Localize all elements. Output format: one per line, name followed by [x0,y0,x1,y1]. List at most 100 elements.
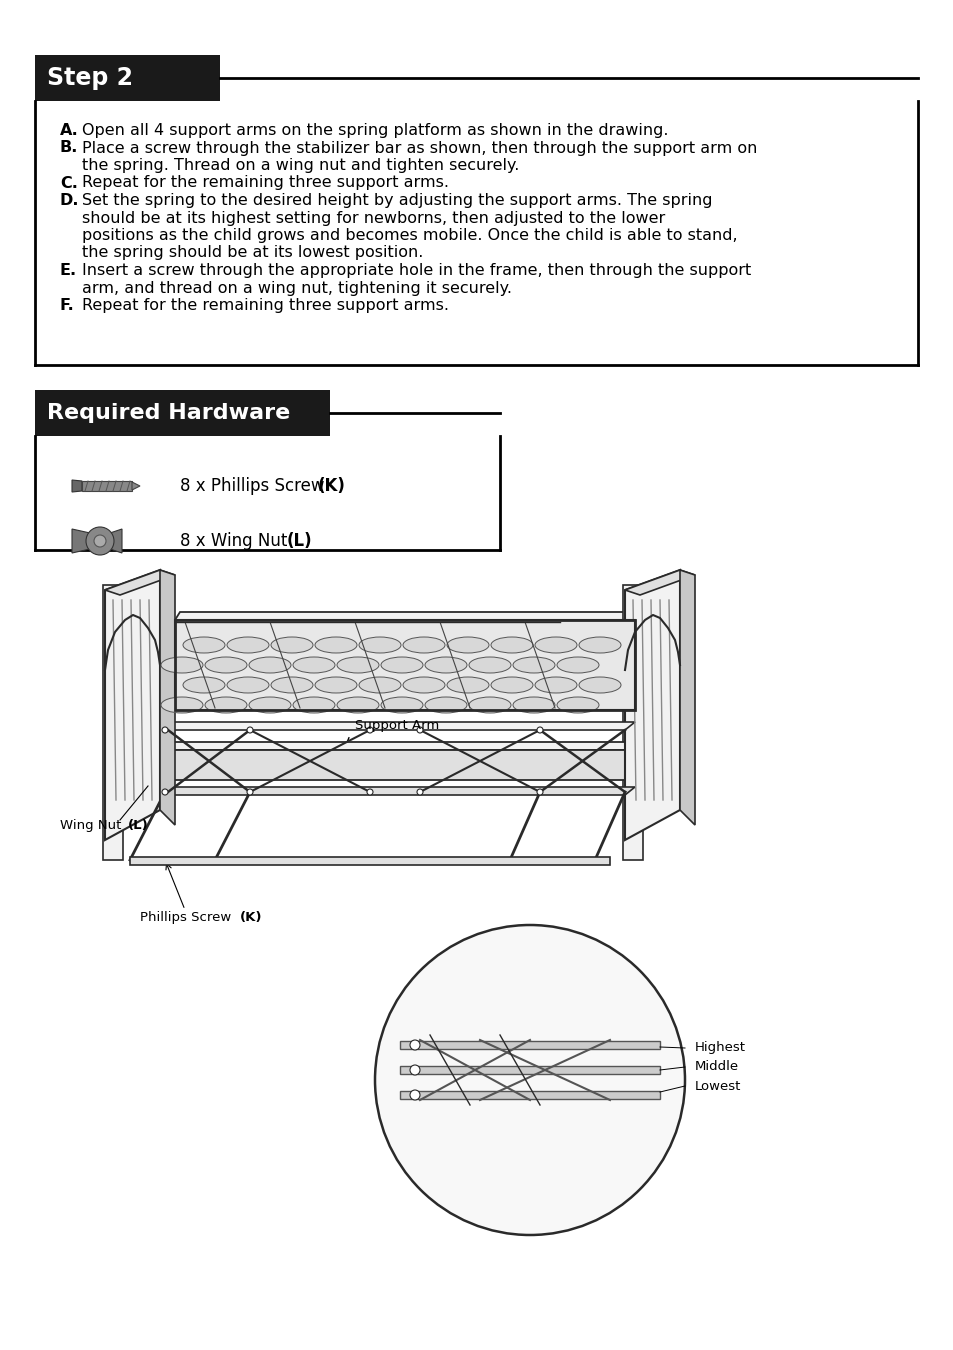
Text: arm, and thread on a wing nut, tightening it securely.: arm, and thread on a wing nut, tightenin… [82,281,512,296]
Ellipse shape [161,657,203,674]
Text: the spring. Thread on a wing nut and tighten securely.: the spring. Thread on a wing nut and tig… [82,158,518,173]
Text: D.: D. [60,193,79,208]
Polygon shape [160,570,174,825]
Polygon shape [160,722,635,730]
Circle shape [416,788,422,795]
Ellipse shape [402,676,444,693]
Bar [399,1091,659,1099]
Bar [130,857,609,865]
Text: F.: F. [60,298,74,313]
Ellipse shape [293,697,335,713]
Polygon shape [71,529,90,554]
Text: E.: E. [60,263,77,278]
Polygon shape [132,482,140,490]
Ellipse shape [271,676,313,693]
Ellipse shape [183,637,225,653]
Bar [399,1041,659,1049]
Circle shape [375,925,684,1235]
Bar [35,390,330,436]
Ellipse shape [227,676,269,693]
Polygon shape [160,751,624,780]
Bar [103,585,123,860]
Text: A.: A. [60,123,79,138]
Text: B.: B. [60,140,78,155]
Ellipse shape [205,697,247,713]
Ellipse shape [205,657,247,674]
Ellipse shape [424,657,467,674]
Ellipse shape [513,697,555,713]
Circle shape [162,728,168,733]
Ellipse shape [249,697,291,713]
Circle shape [410,1040,419,1050]
Text: the spring should be at its lowest position.: the spring should be at its lowest posit… [82,246,423,261]
Ellipse shape [271,637,313,653]
Text: 8 x Wing Nut: 8 x Wing Nut [180,532,293,549]
Text: Set the spring to the desired height by adjusting the support arms. The spring: Set the spring to the desired height by … [82,193,712,208]
Text: should be at its highest setting for newborns, then adjusted to the lower: should be at its highest setting for new… [82,211,664,225]
Circle shape [94,535,106,547]
Polygon shape [624,570,695,595]
Ellipse shape [578,637,620,653]
Circle shape [410,1089,419,1100]
Polygon shape [624,570,679,840]
Circle shape [162,788,168,795]
Ellipse shape [358,637,400,653]
Ellipse shape [227,637,269,653]
Ellipse shape [314,676,356,693]
Circle shape [537,728,542,733]
Text: (L): (L) [287,532,313,549]
Circle shape [247,788,253,795]
Text: (L): (L) [128,819,149,833]
Ellipse shape [447,637,489,653]
Bar [82,481,132,491]
Text: 8 x Phillips Screw: 8 x Phillips Screw [180,477,330,495]
Ellipse shape [380,657,422,674]
Ellipse shape [491,676,533,693]
Text: Repeat for the remaining three support arms.: Repeat for the remaining three support a… [82,298,449,313]
Text: Phillips Screw: Phillips Screw [140,911,235,925]
Circle shape [416,728,422,733]
Ellipse shape [447,676,489,693]
Circle shape [367,788,373,795]
Ellipse shape [402,637,444,653]
Text: (K): (K) [317,477,346,495]
Text: Highest: Highest [695,1041,745,1054]
Ellipse shape [336,697,378,713]
Text: positions as the child grows and becomes mobile. Once the child is able to stand: positions as the child grows and becomes… [82,228,737,243]
Polygon shape [110,529,122,554]
Circle shape [86,526,113,555]
Polygon shape [160,787,635,795]
Ellipse shape [183,676,225,693]
Ellipse shape [513,657,555,674]
Polygon shape [174,620,635,710]
Ellipse shape [314,637,356,653]
Text: Lowest: Lowest [695,1080,740,1092]
Bar [399,1066,659,1075]
Circle shape [367,728,373,733]
Text: Insert a screw through the appropriate hole in the frame, then through the suppo: Insert a screw through the appropriate h… [82,263,750,278]
Ellipse shape [469,697,511,713]
Text: C.: C. [60,176,78,190]
Text: Support Arm: Support Arm [355,720,438,732]
Ellipse shape [424,697,467,713]
Text: Place a screw through the stabilizer bar as shown, then through the support arm : Place a screw through the stabilizer bar… [82,140,757,155]
Polygon shape [71,481,82,491]
Ellipse shape [491,637,533,653]
Circle shape [537,788,542,795]
Ellipse shape [578,676,620,693]
Bar [35,55,220,101]
Text: Open all 4 support arms on the spring platform as shown in the drawing.: Open all 4 support arms on the spring pl… [82,123,668,138]
Circle shape [247,728,253,733]
Text: (K): (K) [240,911,262,925]
Polygon shape [160,743,635,751]
Circle shape [410,1065,419,1075]
Ellipse shape [380,697,422,713]
Polygon shape [174,612,639,620]
Text: Required Hardware: Required Hardware [47,404,290,423]
Bar [622,585,642,860]
Polygon shape [105,570,174,595]
Ellipse shape [161,697,203,713]
Ellipse shape [293,657,335,674]
Ellipse shape [249,657,291,674]
Ellipse shape [336,657,378,674]
